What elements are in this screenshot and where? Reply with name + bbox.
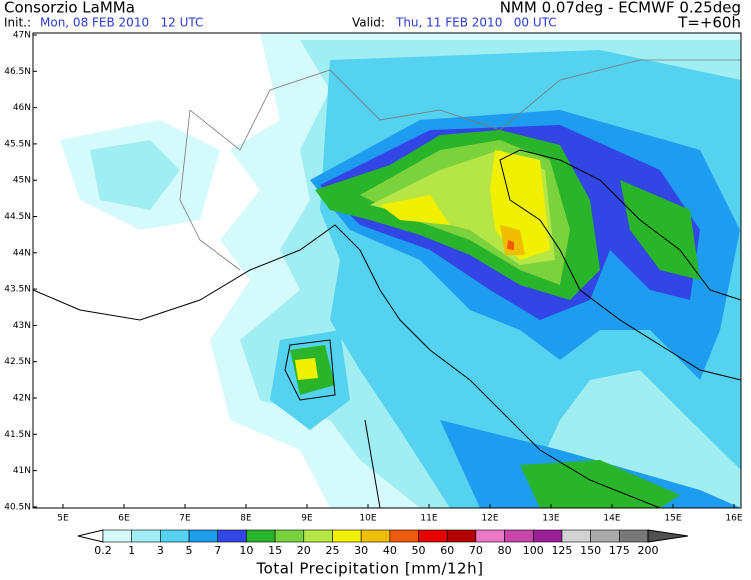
lead-time: T=+60h [677, 14, 741, 32]
colorbar-level: 20 [297, 544, 311, 557]
colorbar-level: 0.2 [94, 544, 112, 557]
lat-label: 40.5N [4, 502, 31, 512]
lat-label: 46N [13, 103, 31, 113]
lon-label: 14E [603, 514, 620, 524]
precip-area [90, 140, 180, 210]
valid-label: Valid: [352, 16, 385, 30]
colorbar-bin [619, 529, 649, 543]
lat-label: 41.5N [4, 430, 31, 440]
colorbar-level: 25 [325, 544, 339, 557]
lat-label: 43.5N [4, 285, 31, 295]
lon-label: 10E [359, 514, 376, 524]
colorbar-level: 5 [186, 544, 193, 557]
lat-label: 45N [13, 176, 31, 186]
colorbar-level: 40 [383, 544, 397, 557]
colorbar-bin [303, 529, 333, 543]
colorbar-bin [590, 529, 620, 543]
colorbar-bin [332, 529, 362, 543]
lon-label: 15E [664, 514, 681, 524]
lon-label: 8E [240, 514, 252, 524]
precip-area [620, 180, 700, 280]
lat-label: 45.5N [4, 139, 31, 149]
colorbar-level: 175 [609, 544, 630, 557]
colorbar-bin [188, 529, 219, 543]
lat-label: 42.5N [4, 357, 31, 367]
lat-label: 47N [13, 31, 31, 41]
colorbar-arrow-low [77, 529, 104, 543]
colorbar-bin [102, 529, 132, 543]
colorbar-level: 30 [354, 544, 368, 557]
colorbar-bin [360, 529, 391, 543]
colorbar-level: 100 [523, 544, 544, 557]
lon-label: 9E [301, 514, 313, 524]
lon-label: 11E [420, 514, 437, 524]
lat-label: 43N [13, 321, 31, 331]
lon-label: 5E [57, 514, 69, 524]
lon-label: 13E [542, 514, 559, 524]
lat-label: 42N [13, 394, 31, 404]
colorbar-level: 70 [469, 544, 483, 557]
colorbar-level: 1 [128, 544, 135, 557]
colorbar-bin [561, 529, 591, 543]
precip-area [507, 240, 514, 250]
colorbar-level: 125 [551, 544, 572, 557]
precip-area [295, 358, 318, 380]
model-title: NMM 0.07deg - ECMWF 0.25deg [500, 0, 741, 17]
colorbar-bin [217, 529, 247, 543]
colorbar-level: 200 [638, 544, 659, 557]
colorbar-bin [532, 529, 563, 543]
lon-label: 7E [179, 514, 191, 524]
colorbar-bin [446, 529, 477, 543]
precip-area [380, 195, 450, 225]
colorbar-bin [475, 529, 505, 543]
lat-label: 46.5N [4, 67, 31, 77]
lon-label: 6E [118, 514, 130, 524]
colorbar-level: 150 [580, 544, 601, 557]
colorbar-level: 3 [157, 544, 164, 557]
colorbar-level: 15 [268, 544, 282, 557]
colorbar-level: 50 [412, 544, 426, 557]
lon-label: 12E [481, 514, 498, 524]
border [179, 59, 741, 271]
colorbar-level: 80 [498, 544, 512, 557]
lat-label: 44.5N [4, 212, 31, 222]
colorbar-level: 60 [440, 544, 454, 557]
org-title: Consorzio LaMMa [4, 0, 135, 17]
valid-time: Thu, 11 FEB 2010 00 UTC [395, 16, 557, 30]
init-time: Mon, 08 FEB 2010 12 UTC [40, 16, 203, 30]
colorbar-arrow-high [647, 529, 689, 543]
lon-label: 16E [725, 514, 742, 524]
colorbar-level: 7 [214, 544, 221, 557]
colorbar-bin [131, 529, 161, 543]
colorbar-title: Total Precipitation [mm/12h] [256, 560, 484, 578]
lat-label: 41N [13, 466, 31, 476]
colorbar-bin [389, 529, 419, 543]
lat-label: 44N [13, 248, 31, 258]
map-frame [32, 32, 742, 509]
colorbar-bin [160, 529, 190, 543]
colorbar-bin [504, 529, 534, 543]
init-label: Init.: [4, 16, 31, 30]
colorbar-bin [246, 529, 276, 543]
coastline [33, 149, 741, 508]
precip-field [33, 33, 741, 508]
colorbar-bin [274, 529, 305, 543]
colorbar-level: 10 [239, 544, 253, 557]
colorbar-bin [418, 529, 448, 543]
precip-area [500, 225, 525, 255]
